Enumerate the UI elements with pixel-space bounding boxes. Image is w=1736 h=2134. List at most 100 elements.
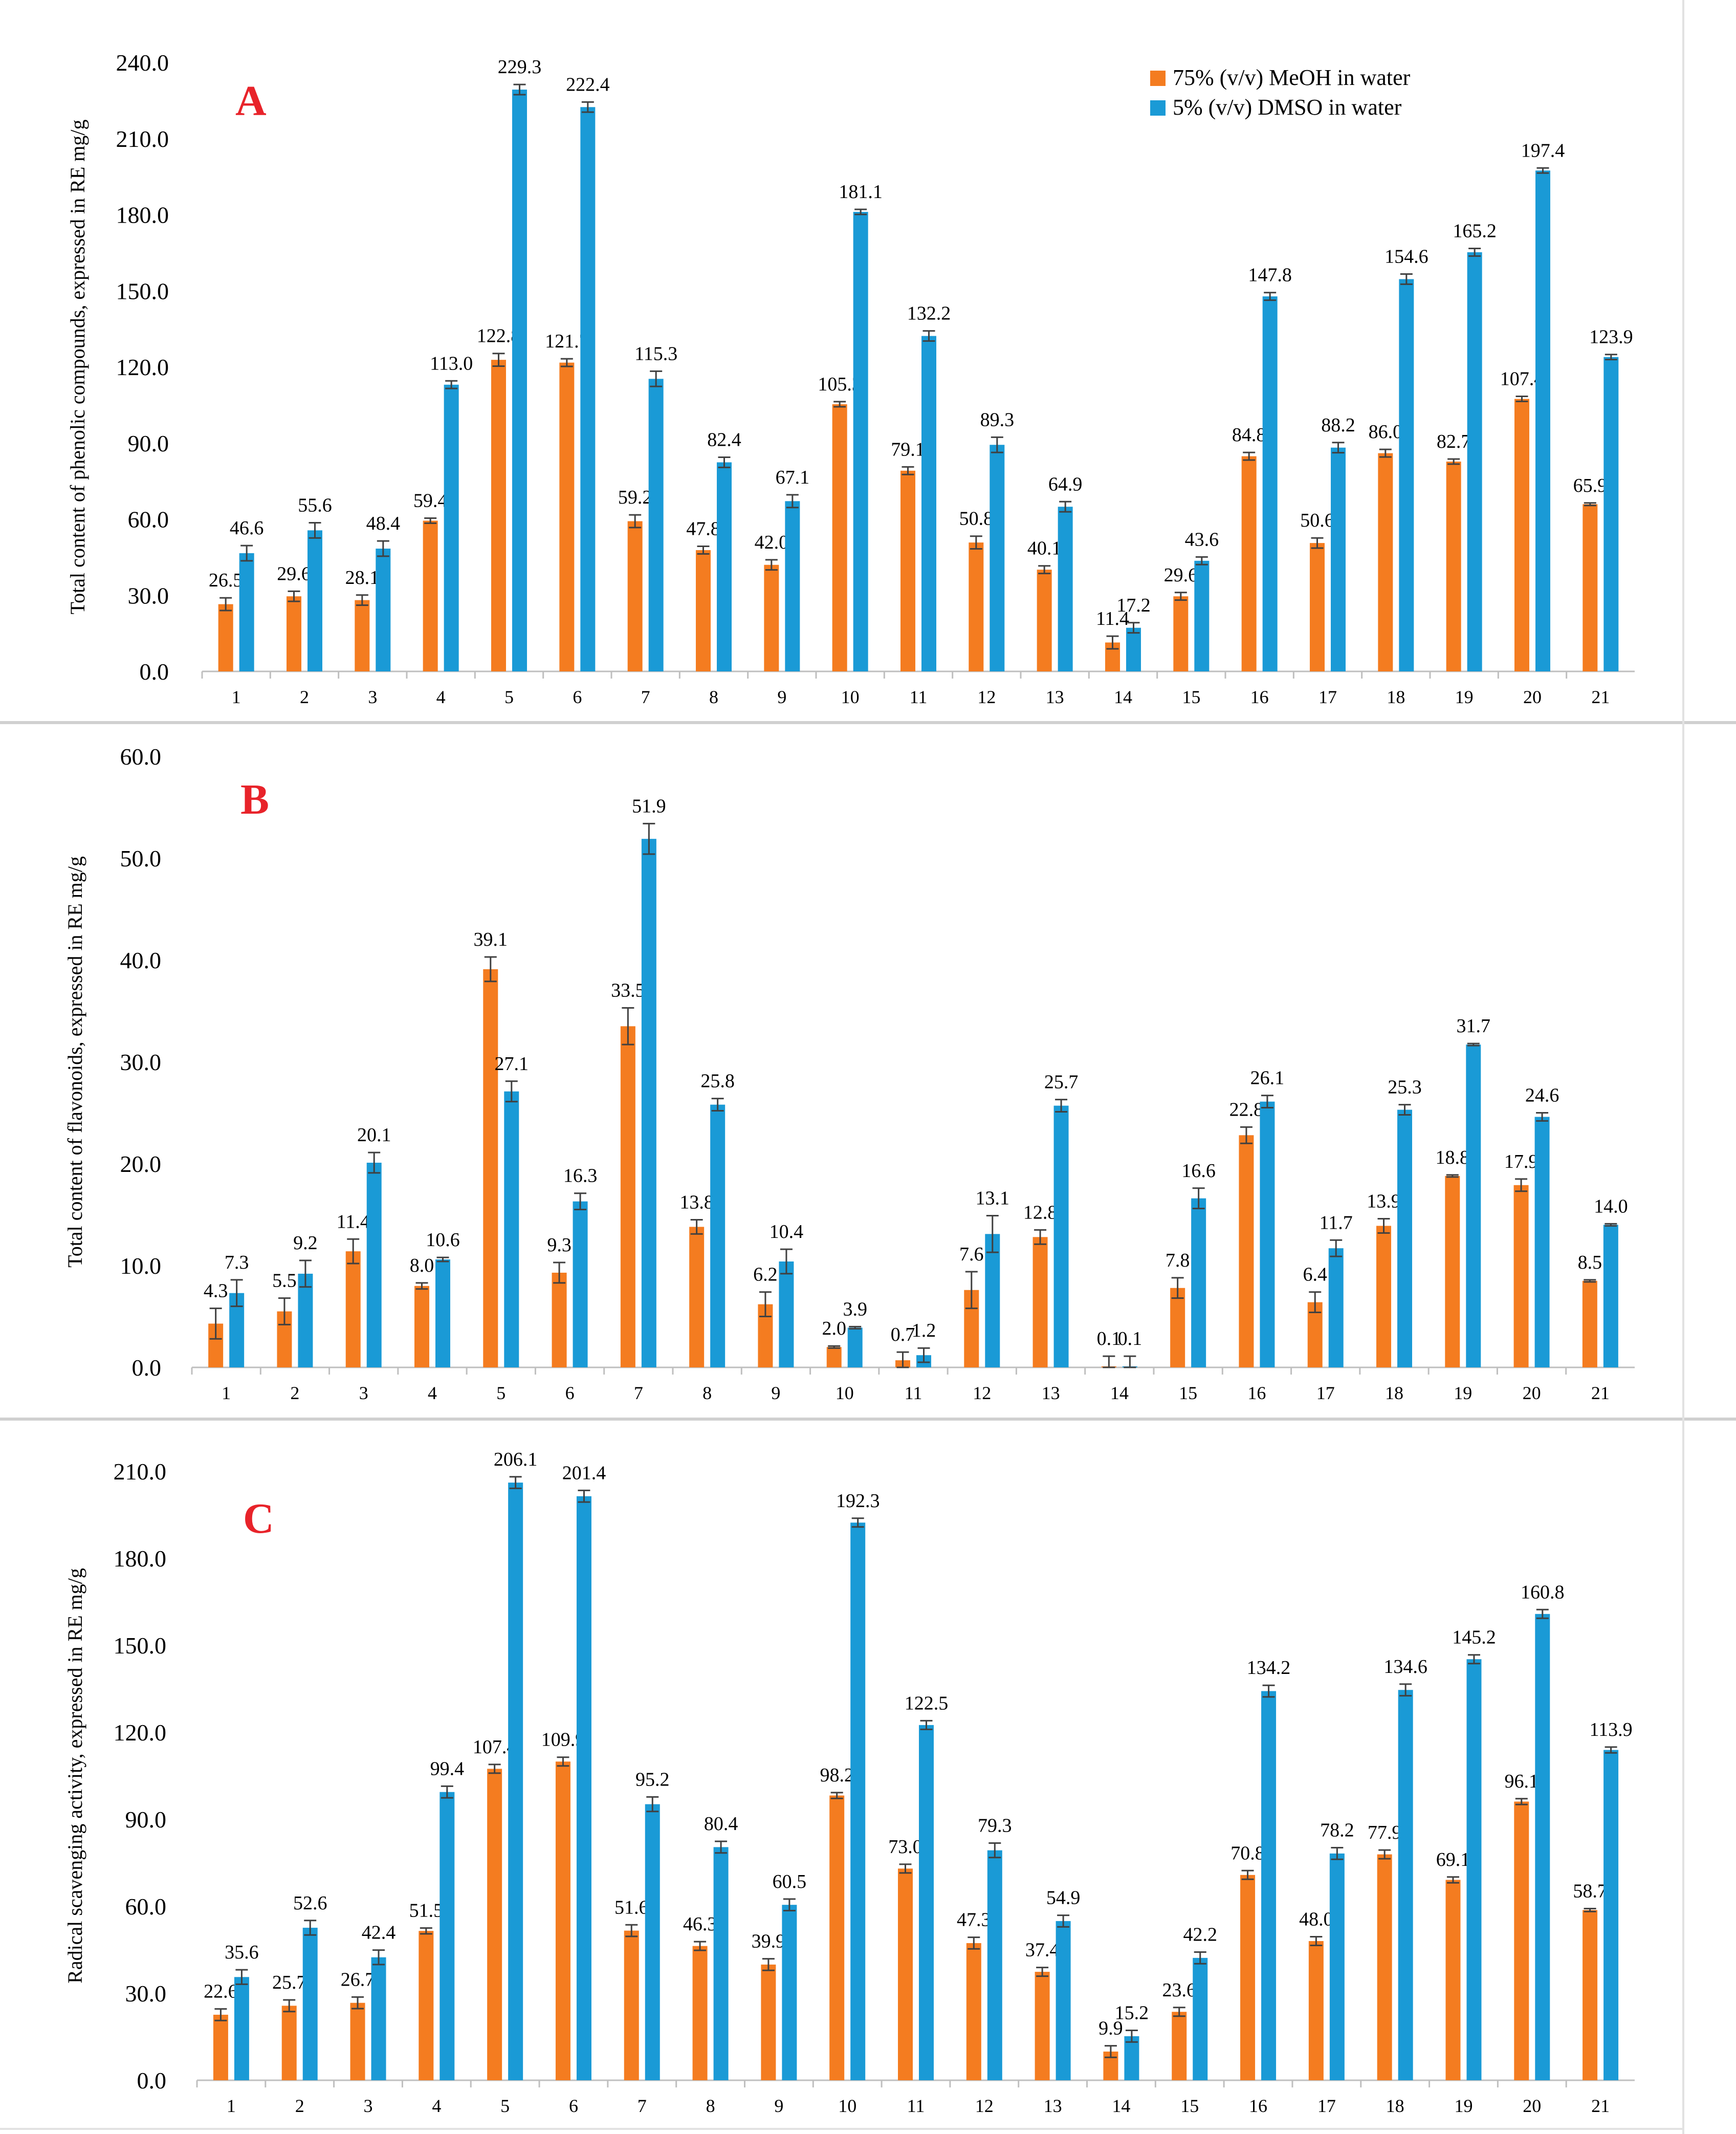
bar-dmso — [371, 1957, 386, 2080]
x-tick-label: 4 — [436, 687, 446, 707]
value-label-dmso: 222.4 — [566, 74, 610, 95]
x-tick-label: 13 — [1044, 2096, 1062, 2116]
value-label-dmso: 122.5 — [905, 1692, 949, 1714]
x-tick-label: 6 — [573, 687, 582, 707]
bar-meoh — [969, 542, 984, 671]
x-tick-label: 9 — [771, 1383, 780, 1403]
value-label-dmso: 14.0 — [1594, 1195, 1628, 1217]
bar-meoh — [1514, 1801, 1529, 2080]
y-axis-label: Total content of flavonoids, expressed i… — [63, 856, 86, 1268]
bar-meoh — [1513, 1185, 1529, 1367]
value-label-dmso: 82.4 — [707, 429, 741, 451]
x-tick-label: 12 — [975, 2096, 994, 2116]
value-label-meoh: 28.1 — [345, 567, 380, 589]
x-tick-label: 1 — [222, 1383, 231, 1403]
value-label-meoh: 5.5 — [272, 1270, 297, 1292]
value-label-dmso: 99.4 — [430, 1758, 465, 1779]
bar-meoh — [414, 1286, 429, 1367]
bar-dmso — [1126, 627, 1141, 671]
value-label-meoh: 11.4 — [337, 1211, 370, 1232]
value-label-dmso: 3.9 — [843, 1298, 867, 1320]
bar-meoh — [345, 1251, 361, 1367]
x-tick-label: 16 — [1249, 2096, 1267, 2116]
bar-dmso — [1397, 1109, 1412, 1367]
value-label-dmso: 201.4 — [562, 1462, 606, 1484]
bar-meoh — [1378, 453, 1393, 671]
value-label-meoh: 8.5 — [1578, 1252, 1602, 1273]
value-label-dmso: 154.6 — [1385, 246, 1429, 268]
chart-panel-c: 0.0 30.0 60.0 90.0 120.0 150.0 180.0 210.0 Radic… — [63, 1449, 1635, 2116]
x-tick-label: 2 — [295, 2096, 304, 2116]
x-tick-label: 6 — [569, 2096, 578, 2116]
x-tick-label: 19 — [1455, 687, 1474, 707]
bar-meoh — [1583, 1910, 1598, 2080]
y-tick-label: 210.0 — [116, 126, 169, 152]
legend-swatch — [1150, 100, 1166, 116]
bar-dmso — [847, 1327, 863, 1367]
value-label-dmso: 48.4 — [366, 513, 401, 534]
value-label-meoh: 26.7 — [341, 1969, 375, 1990]
value-label-dmso: 52.6 — [293, 1892, 327, 1914]
x-tick-label: 14 — [1110, 1383, 1129, 1403]
bar-dmso — [1535, 1614, 1550, 2080]
x-tick-label: 8 — [709, 687, 718, 707]
value-label-meoh: 42.0 — [755, 532, 789, 553]
x-tick-label: 14 — [1112, 2096, 1130, 2116]
legend-label: 75% (v/v) MeOH in water — [1173, 65, 1411, 90]
value-label-dmso: 88.2 — [1321, 415, 1355, 436]
value-label-meoh: 84.8 — [1232, 424, 1266, 446]
bar-meoh — [1514, 399, 1529, 671]
bar-dmso — [782, 1905, 797, 2080]
value-label-dmso: 11.7 — [1320, 1212, 1353, 1233]
x-tick-label: 4 — [432, 2096, 441, 2116]
x-tick-label: 15 — [1180, 2096, 1199, 2116]
value-label-dmso: 134.2 — [1247, 1657, 1291, 1679]
bar-meoh — [1173, 596, 1189, 671]
x-tick-label: 18 — [1387, 687, 1405, 707]
bar-dmso — [919, 1725, 934, 2080]
bar-dmso — [1194, 560, 1210, 671]
bar-dmso — [717, 462, 732, 671]
value-label-meoh: 4.3 — [204, 1280, 228, 1302]
bar-meoh — [692, 1946, 708, 2080]
panel-letter: B — [240, 776, 269, 823]
x-tick-label: 5 — [500, 2096, 510, 2116]
value-label-meoh: 47.8 — [686, 518, 720, 540]
bar-dmso — [1193, 1957, 1208, 2080]
value-label-meoh: 51.5 — [409, 1900, 444, 1922]
value-label-dmso: 78.2 — [1320, 1820, 1354, 1841]
value-label-dmso: 80.4 — [704, 1813, 738, 1835]
value-label-meoh: 50.8 — [959, 508, 994, 530]
value-label-meoh: 17.9 — [1504, 1151, 1539, 1172]
bar-meoh — [1376, 1226, 1391, 1367]
bar-meoh — [764, 564, 779, 671]
bar-meoh — [1035, 1972, 1050, 2080]
value-label-dmso: 132.2 — [907, 303, 951, 324]
value-label-meoh: 98.2 — [820, 1765, 854, 1786]
bar-dmso — [1534, 1117, 1550, 1367]
legend: 75% (v/v) MeOH in water 5% (v/v) DMSO in … — [1150, 65, 1411, 120]
bar-meoh — [552, 1272, 567, 1367]
value-label-meoh: 69.1 — [1436, 1849, 1470, 1870]
bar-dmso — [1603, 1225, 1618, 1367]
bar-dmso — [710, 1104, 726, 1367]
value-label-dmso: 15.2 — [1115, 2002, 1149, 2024]
value-label-dmso: 35.6 — [225, 1942, 259, 1963]
value-label-dmso: 55.6 — [298, 494, 332, 516]
bar-dmso — [1466, 1659, 1482, 2080]
bar-dmso — [1603, 1750, 1619, 2080]
y-tick-label: 120.0 — [116, 354, 169, 380]
value-label-dmso: 115.3 — [634, 343, 677, 364]
x-tick-label: 15 — [1182, 687, 1200, 707]
bar-dmso — [921, 336, 936, 671]
value-label-meoh: 50.6 — [1300, 510, 1334, 531]
value-label-dmso: 43.6 — [1185, 529, 1219, 550]
bar-meoh — [350, 2002, 365, 2080]
value-label-dmso: 27.1 — [495, 1053, 529, 1075]
x-tick-label: 21 — [1591, 687, 1610, 707]
bar-meoh — [1032, 1237, 1048, 1367]
bar-dmso — [580, 107, 596, 672]
x-tick-label: 20 — [1523, 1383, 1541, 1403]
value-label-dmso: 24.6 — [1525, 1085, 1559, 1106]
